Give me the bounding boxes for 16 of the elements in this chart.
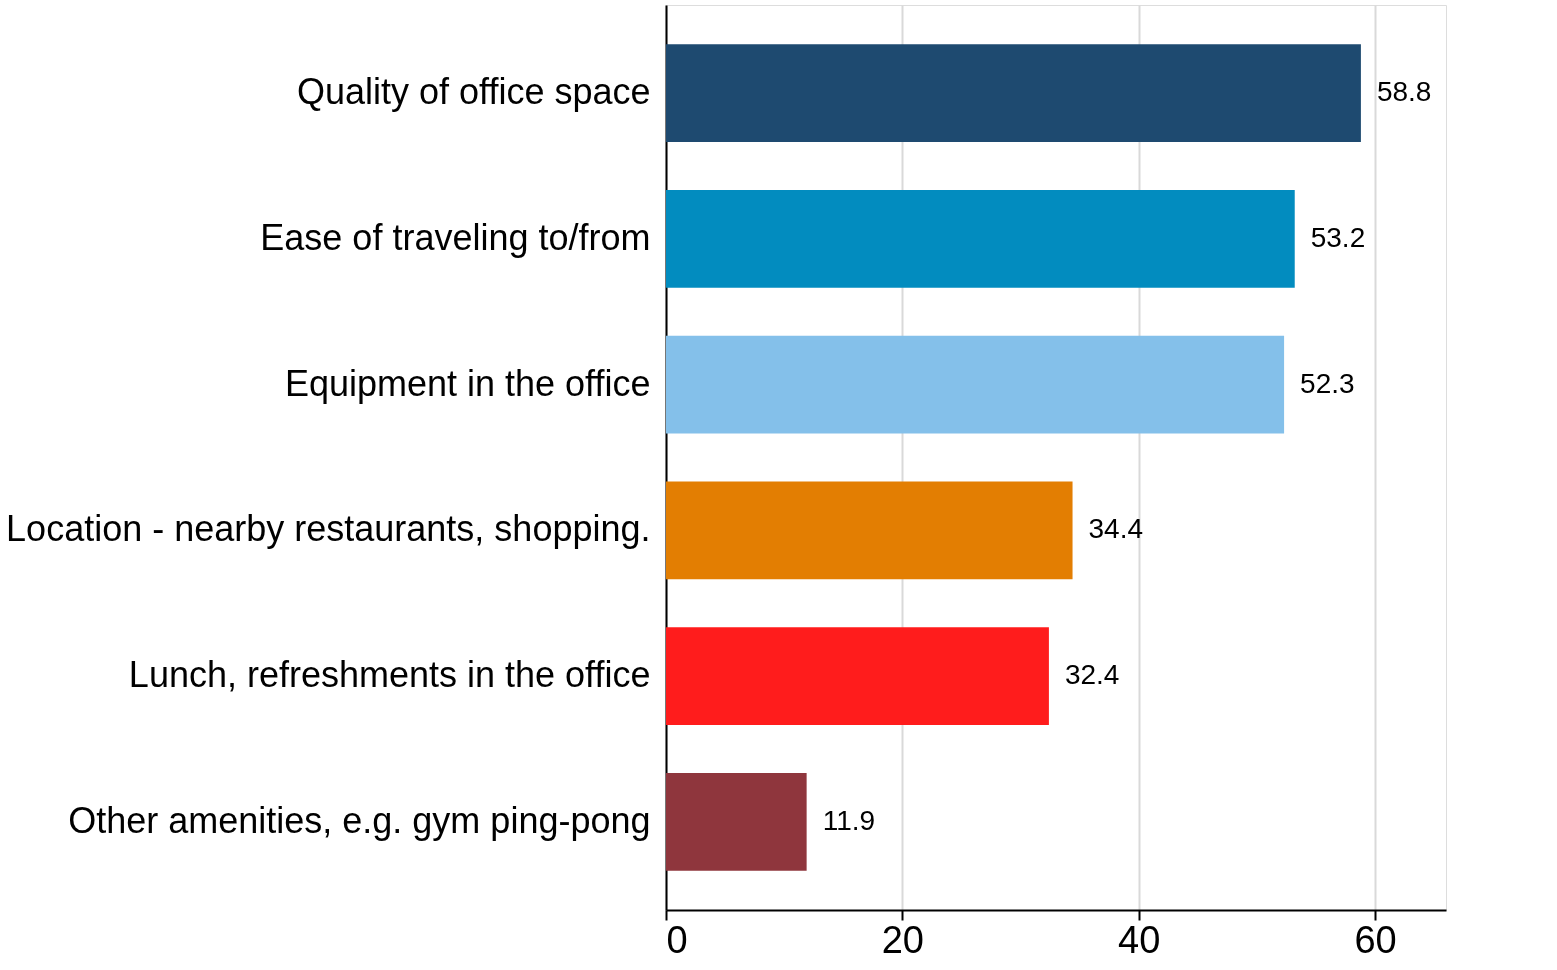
data-label: 53.2	[1310, 221, 1366, 253]
x-tick-label: 20	[881, 918, 924, 961]
y-tick-label: Quality of office space	[296, 71, 651, 113]
y-tick-label: Lunch, refreshments in the office	[128, 654, 651, 696]
x-tick-label: 40	[1118, 918, 1161, 961]
data-label: 34.4	[1088, 513, 1144, 545]
y-tick-label: Equipment in the office	[284, 362, 651, 404]
x-tick-label: 0	[666, 918, 688, 961]
data-label: 52.3	[1300, 367, 1355, 399]
y-tick-label: Other amenities, e.g. gym ping-pong	[68, 799, 651, 841]
y-tick-label: Ease of traveling to/from	[260, 216, 651, 258]
data-label: 58.8	[1376, 76, 1432, 108]
x-tick-label: 60	[1354, 918, 1397, 961]
data-label: 11.9	[822, 804, 876, 836]
data-label: 32.4	[1064, 659, 1120, 691]
y-tick-label: Location - nearby restaurants, shopping.	[6, 508, 651, 550]
